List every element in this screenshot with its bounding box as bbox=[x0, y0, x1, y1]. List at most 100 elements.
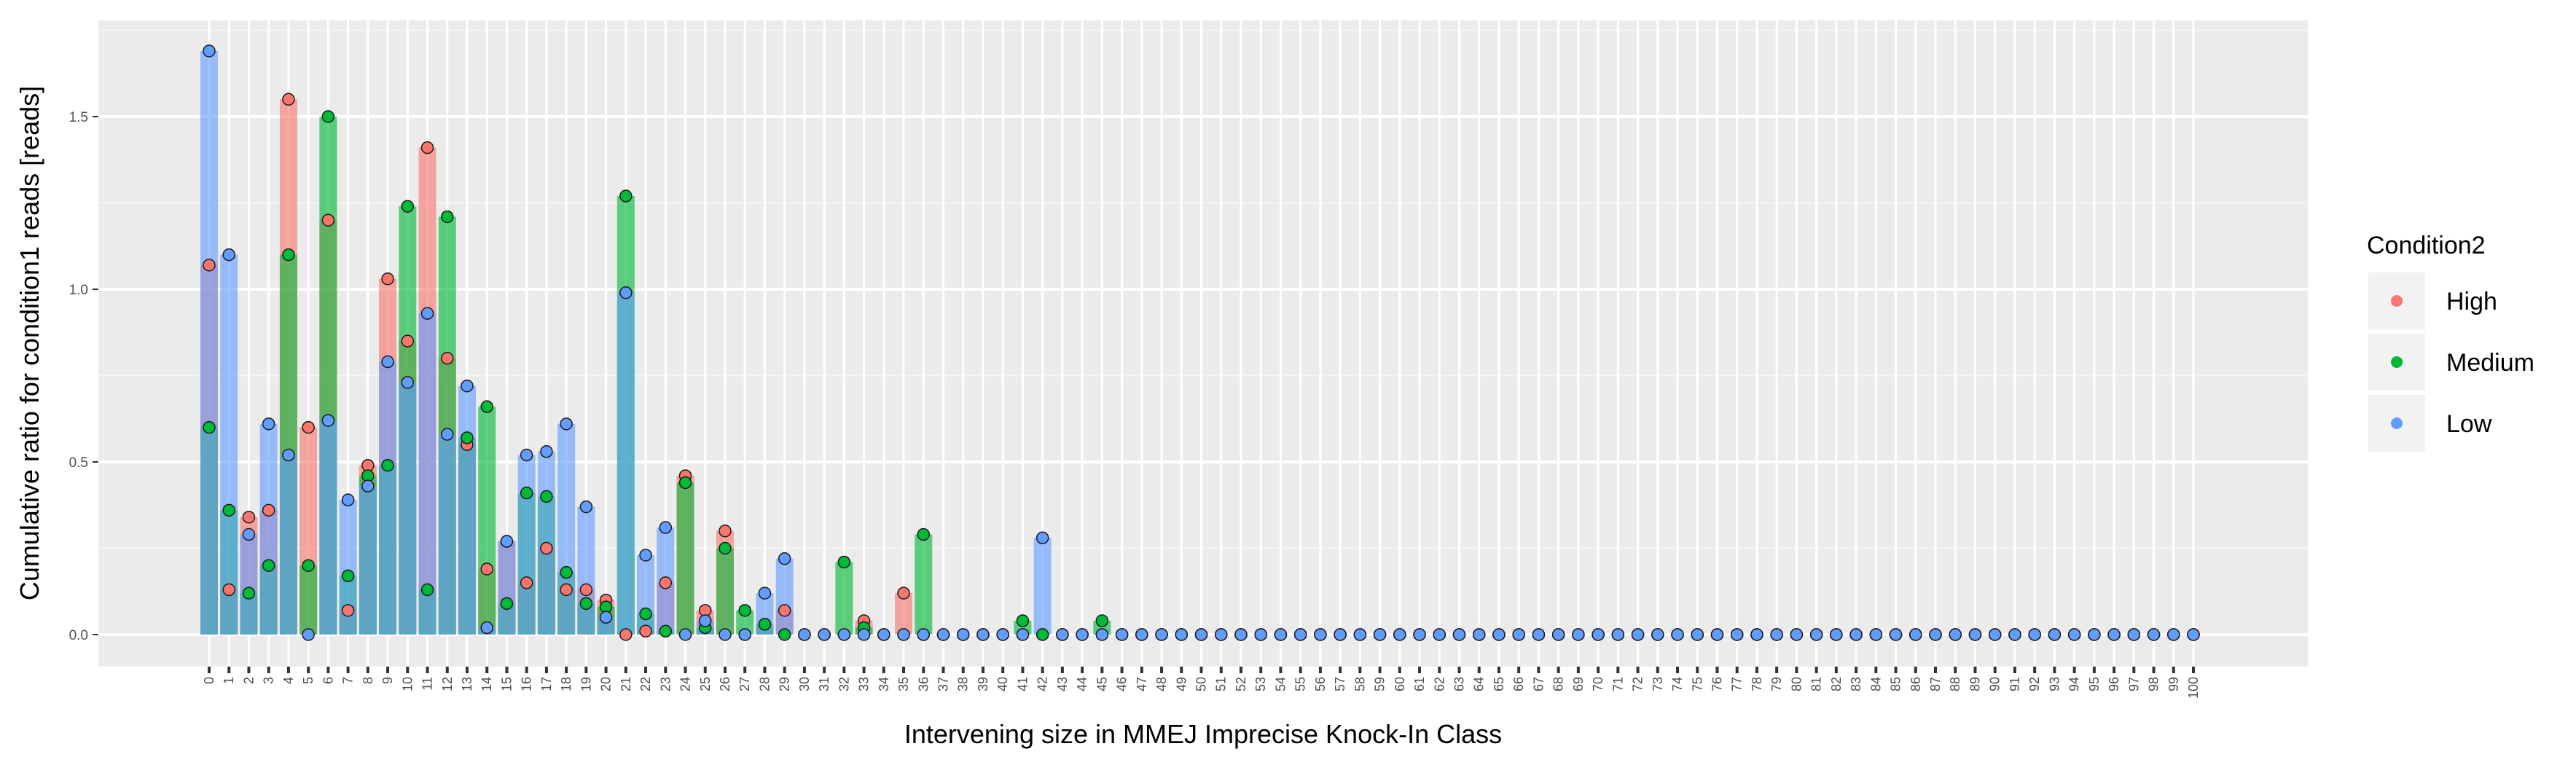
point-low-55 bbox=[1293, 628, 1307, 641]
bar-low-9 bbox=[379, 361, 397, 635]
bar-low-12 bbox=[438, 434, 456, 635]
x-tick-label: 30 bbox=[797, 677, 812, 691]
point-medium-45 bbox=[1095, 614, 1109, 627]
x-tick-label: 83 bbox=[1849, 677, 1863, 691]
point-high-9 bbox=[381, 272, 394, 286]
x-tick-label: 35 bbox=[896, 677, 911, 691]
point-high-21 bbox=[619, 628, 633, 641]
point-low-100 bbox=[2187, 628, 2200, 641]
legend: Condition2 High Medium Low bbox=[2367, 232, 2534, 452]
point-medium-21 bbox=[619, 189, 633, 203]
legend-title: Condition2 bbox=[2367, 232, 2486, 259]
bar-medium-27 bbox=[736, 610, 754, 635]
point-medium-10 bbox=[401, 200, 415, 213]
x-tick-label: 96 bbox=[2107, 677, 2121, 691]
point-low-35 bbox=[897, 628, 910, 641]
point-medium-7 bbox=[341, 569, 355, 583]
point-low-3 bbox=[262, 417, 275, 431]
point-medium-29 bbox=[778, 628, 791, 641]
point-medium-12 bbox=[441, 210, 454, 224]
x-tick-label: 50 bbox=[1194, 677, 1209, 691]
point-medium-22 bbox=[639, 607, 652, 621]
x-axis-title: Intervening size in MMEJ Imprecise Knock… bbox=[904, 719, 1502, 749]
bar-low-11 bbox=[418, 313, 436, 635]
point-high-2 bbox=[242, 511, 256, 524]
point-high-23 bbox=[659, 576, 673, 589]
x-tick-label: 44 bbox=[1075, 677, 1089, 691]
point-low-44 bbox=[1076, 628, 1089, 641]
x-tick-label: 17 bbox=[539, 677, 554, 691]
point-high-4 bbox=[282, 93, 295, 106]
x-tick-label: 26 bbox=[718, 677, 732, 691]
point-low-7 bbox=[341, 493, 355, 506]
x-tick-label: 81 bbox=[1809, 677, 1824, 691]
y-axis-title: Cumulative ratio for condition1 reads [r… bbox=[15, 86, 44, 600]
bar-low-29 bbox=[775, 558, 794, 635]
point-low-49 bbox=[1175, 628, 1189, 641]
point-low-40 bbox=[996, 628, 1009, 641]
x-tick-label: 59 bbox=[1373, 677, 1387, 691]
x-tick-label: 7 bbox=[341, 677, 356, 684]
point-low-63 bbox=[1452, 628, 1466, 641]
x-tick-label: 89 bbox=[1968, 677, 1982, 691]
point-medium-5 bbox=[302, 559, 315, 572]
x-tick-label: 19 bbox=[579, 677, 593, 691]
point-low-31 bbox=[818, 628, 831, 641]
point-medium-27 bbox=[738, 604, 751, 617]
point-medium-42 bbox=[1036, 628, 1049, 641]
bar-low-42 bbox=[1033, 538, 1052, 635]
bar-medium-26 bbox=[716, 548, 734, 635]
x-tick-label: 93 bbox=[2047, 677, 2062, 691]
x-tick-label: 16 bbox=[520, 677, 534, 691]
x-tick-label: 95 bbox=[2087, 677, 2102, 691]
x-tick-label: 55 bbox=[1293, 677, 1308, 691]
x-tick-label: 48 bbox=[1154, 677, 1169, 691]
point-high-7 bbox=[341, 604, 355, 617]
x-tick-label: 84 bbox=[1868, 677, 1883, 691]
x-tick-label: 8 bbox=[361, 677, 375, 684]
x-tick-label: 72 bbox=[1631, 677, 1645, 691]
point-high-26 bbox=[719, 525, 732, 538]
x-tick-label: 97 bbox=[2126, 677, 2141, 691]
point-low-69 bbox=[1572, 628, 1585, 641]
point-low-87 bbox=[1929, 628, 1942, 641]
x-tick-label: 64 bbox=[1472, 677, 1487, 691]
point-low-89 bbox=[1968, 628, 1982, 641]
point-low-36 bbox=[917, 628, 931, 641]
x-tick-label: 78 bbox=[1750, 677, 1764, 691]
x-tick-label: 9 bbox=[380, 677, 395, 684]
points bbox=[203, 44, 2200, 641]
point-low-42 bbox=[1036, 531, 1049, 545]
point-high-16 bbox=[520, 576, 533, 589]
point-low-26 bbox=[719, 628, 732, 641]
x-tick-label: 71 bbox=[1610, 677, 1625, 691]
x-tick-label: 41 bbox=[1015, 677, 1030, 691]
point-high-17 bbox=[540, 541, 553, 555]
x-tick-label: 15 bbox=[499, 677, 514, 691]
x-tick-label: 73 bbox=[1651, 677, 1665, 691]
x-tick-label: 99 bbox=[2166, 677, 2181, 691]
point-medium-32 bbox=[837, 555, 851, 569]
x-tick-label: 11 bbox=[420, 677, 435, 691]
point-low-61 bbox=[1413, 628, 1426, 641]
x-tick-label: 23 bbox=[658, 677, 673, 691]
x-tick-label: 88 bbox=[1948, 677, 1962, 691]
x-tick-label: 40 bbox=[995, 677, 1010, 691]
bar-low-19 bbox=[577, 506, 595, 635]
point-low-58 bbox=[1353, 628, 1367, 641]
point-low-88 bbox=[1949, 628, 1962, 641]
x-tick-label: 57 bbox=[1333, 677, 1347, 691]
point-medium-15 bbox=[500, 597, 514, 611]
point-low-98 bbox=[2147, 628, 2161, 641]
x-tick-label: 22 bbox=[638, 677, 653, 691]
x-tick-label: 85 bbox=[1889, 677, 1903, 691]
legend-label-low: Low bbox=[2446, 410, 2492, 438]
point-low-28 bbox=[758, 586, 772, 600]
point-medium-36 bbox=[917, 527, 931, 541]
bar-low-13 bbox=[458, 385, 476, 635]
point-low-53 bbox=[1254, 628, 1267, 641]
bar-medium-32 bbox=[835, 562, 853, 635]
point-medium-16 bbox=[520, 486, 533, 500]
point-low-45 bbox=[1095, 628, 1109, 641]
